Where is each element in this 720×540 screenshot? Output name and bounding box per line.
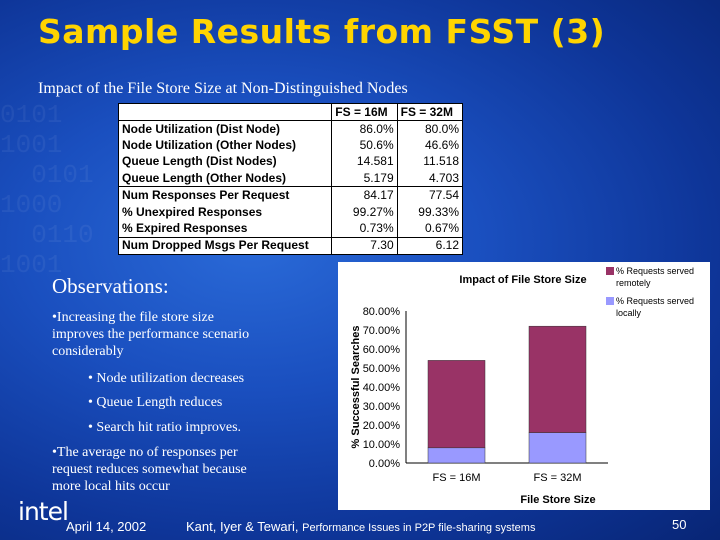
y-tick-label: 40.00% <box>363 382 401 394</box>
observations-heading: Observations: <box>52 274 169 298</box>
row-label: Num Responses Per Request <box>117 186 333 204</box>
table-row: Node Utilization (Other Nodes) 50.6% 46.… <box>117 137 464 154</box>
slide-title: Sample Results from FSST (3) <box>38 12 606 51</box>
legend-swatch <box>606 297 614 305</box>
binary-background: 0101 1001 0101 1000 0110 1001 <box>0 100 94 280</box>
table-row: Num Dropped Msgs Per Request 7.30 6.12 <box>117 236 464 256</box>
legend-label: remotely <box>616 278 651 288</box>
row-label: Num Dropped Msgs Per Request <box>117 236 333 256</box>
row-value-fs32: 77.54 <box>396 186 464 204</box>
observation-bullet-2: •The average no of responses per <box>52 445 238 460</box>
observation-text: Node utilization decreases <box>96 371 245 386</box>
observation-sub-bullet-1: • Node utilization decreases <box>88 371 245 386</box>
bar-segment-remote <box>528 325 587 433</box>
observation-text: Queue Length reduces <box>96 395 223 410</box>
observation-text: The average no of responses per <box>56 445 238 460</box>
bar-segment-remote <box>427 360 486 449</box>
table-header-fs32: FS = 32M <box>396 103 464 121</box>
observation-text-line: considerably <box>52 344 124 359</box>
footer-date: April 14, 2002 <box>66 519 147 534</box>
chart-legend: % Requests served remotely % Requests serv… <box>606 266 694 318</box>
table-row: % Expired Responses 0.73% 0.67% <box>117 220 464 238</box>
table-row: Node Utilization (Dist Node) 86.0% 80.0% <box>117 120 464 138</box>
row-label: % Unexpired Responses <box>117 203 333 221</box>
row-label: Queue Length (Dist Nodes) <box>117 153 333 171</box>
legend-label: locally <box>616 308 642 318</box>
row-value-fs32: 80.0% <box>396 120 464 138</box>
row-value-fs16: 0.73% <box>331 220 398 238</box>
slide-subtitle: Impact of the File Store Size at Non-Dis… <box>38 80 408 97</box>
row-label: Node Utilization (Dist Node) <box>117 120 333 138</box>
legend-label: % Requests served <box>616 296 694 306</box>
results-table: FS = 16M FS = 32M Node Utilization (Dist… <box>117 103 464 256</box>
y-tick-label: 30.00% <box>363 401 401 413</box>
y-axis-label: % Successful Searches <box>350 326 362 449</box>
row-value-fs32: 0.67% <box>396 220 464 238</box>
chart-panel: Impact of File Store Size % Successful S… <box>338 262 710 510</box>
observation-text-line: request reduces somewhat because <box>52 462 247 477</box>
observation-sub-bullet-3: • Search hit ratio improves. <box>88 420 242 435</box>
intel-logo: intel <box>18 497 69 526</box>
footer-authors: Kant, Iyer & Tewari, <box>186 519 299 534</box>
stacked-bar-chart: Impact of File Store Size % Successful S… <box>350 266 694 506</box>
y-tick-label: 0.00% <box>369 458 400 470</box>
plot-area: 0.00% 10.00% 20.00% 30.00% 40.00% 50.00% 60.00… <box>363 306 608 484</box>
bar-segment-local <box>427 447 486 464</box>
y-tick-label: 70.00% <box>363 325 401 337</box>
row-value-fs32: 99.33% <box>396 203 464 221</box>
row-value-fs32: 4.703 <box>396 170 464 187</box>
row-label: % Expired Responses <box>117 220 333 238</box>
y-tick-label: 10.00% <box>363 439 401 451</box>
row-value-fs16: 50.6% <box>331 137 398 154</box>
row-value-fs32: 11.518 <box>396 153 464 171</box>
x-axis-label: File Store Size <box>520 494 595 506</box>
observation-bullet-1: •Increasing the file store size <box>52 310 214 325</box>
bar-segment-local <box>528 432 587 464</box>
x-tick-label: FS = 16M <box>433 472 481 484</box>
row-label: Node Utilization (Other Nodes) <box>117 137 333 154</box>
row-value-fs16: 7.30 <box>331 236 398 256</box>
y-tick-label: 60.00% <box>363 344 401 356</box>
legend-swatch <box>606 267 614 275</box>
table-row: Queue Length (Dist Nodes) 14.581 11.518 <box>117 153 464 171</box>
table-header-fs16: FS = 16M <box>331 103 398 121</box>
y-tick-label: 50.00% <box>363 363 401 375</box>
chart-title: Impact of File Store Size <box>459 274 586 286</box>
table-row: % Unexpired Responses 99.27% 99.33% <box>117 203 464 221</box>
table-row: Num Responses Per Request 84.17 77.54 <box>117 186 464 204</box>
row-label: Queue Length (Other Nodes) <box>117 170 333 187</box>
table-header-blank <box>117 103 333 121</box>
row-value-fs16: 84.17 <box>331 186 398 204</box>
row-value-fs16: 5.179 <box>331 170 398 187</box>
observation-text-line: improves the performance scenario <box>52 327 250 342</box>
row-value-fs16: 14.581 <box>331 153 398 171</box>
footer-paper-title: Performance Issues in P2P file-sharing s… <box>302 522 536 534</box>
row-value-fs32: 46.6% <box>396 137 464 154</box>
y-tick-label: 20.00% <box>363 420 401 432</box>
x-tick-label: FS = 32M <box>534 472 582 484</box>
row-value-fs16: 99.27% <box>331 203 398 221</box>
observation-text-line: more local hits occur <box>52 479 170 494</box>
observation-text: Increasing the file store size <box>56 310 214 325</box>
page-number: 50 <box>672 517 687 532</box>
table-row: Queue Length (Other Nodes) 5.179 4.703 <box>117 170 464 187</box>
observation-text: Search hit ratio improves. <box>96 420 242 435</box>
observation-sub-bullet-2: • Queue Length reduces <box>88 395 223 410</box>
legend-label: % Requests served <box>616 266 694 276</box>
footer-citation: Kant, Iyer & Tewari, Performance Issues … <box>186 519 535 534</box>
y-tick-label: 80.00% <box>363 306 401 318</box>
row-value-fs32: 6.12 <box>396 236 464 256</box>
row-value-fs16: 86.0% <box>331 120 398 138</box>
